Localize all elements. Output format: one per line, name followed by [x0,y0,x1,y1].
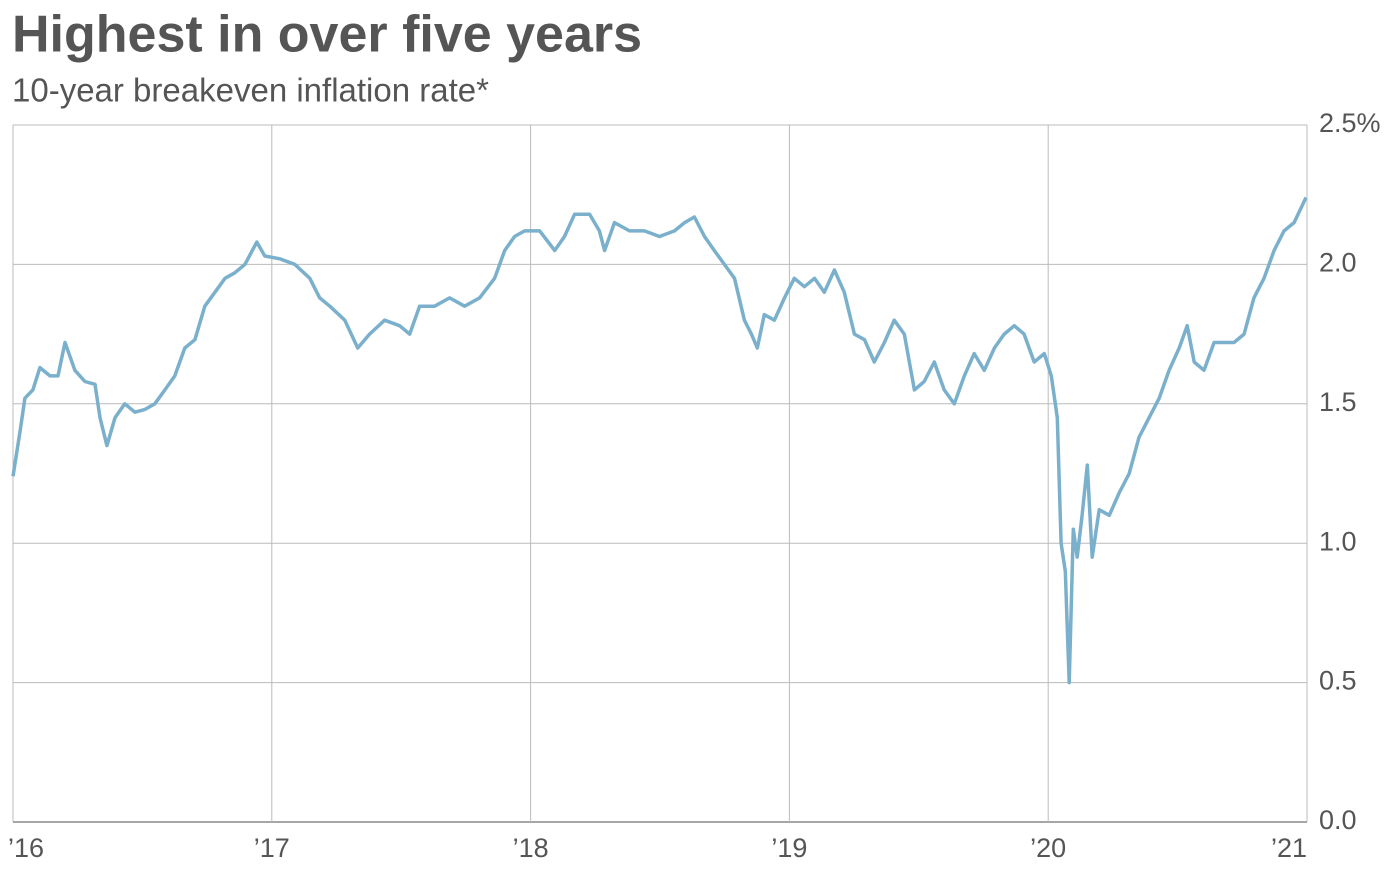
chart-title: Highest in over five years [12,6,642,64]
y-tick-label: 2.5% [1319,108,1381,138]
y-tick-label: 0.0 [1319,805,1357,835]
x-tick-label: ’16 [8,833,44,863]
x-tick-label: ’17 [254,833,290,863]
chart-subtitle: 10-year breakeven inflation rate* [12,72,489,109]
y-tick-label: 1.0 [1319,526,1357,556]
x-tick-label: ’19 [771,833,807,863]
y-tick-label: 1.5 [1319,387,1357,417]
x-tick-label: ’18 [513,833,549,863]
y-tick-label: 2.0 [1319,248,1357,278]
x-tick-label: ’20 [1030,833,1066,863]
y-tick-label: 0.5 [1319,666,1357,696]
data-line [11,196,1308,685]
x-tick-label: ’21 [1271,833,1307,863]
